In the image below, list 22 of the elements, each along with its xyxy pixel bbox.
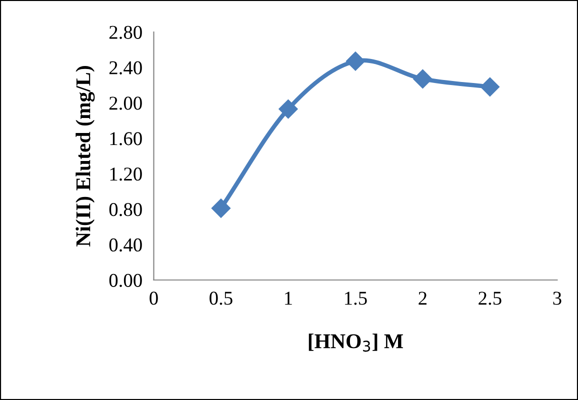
x-tick-label: 0.5 [210,292,232,305]
y-tick-label: 1.20 [110,168,142,181]
y-tick-label: 0.40 [109,238,142,252]
y-tick-label: 0.00 [109,274,142,288]
x-tick-label: 2 [418,292,426,305]
y-tick-label: 2.80 [109,26,142,40]
y-tick-label: 1.60 [110,132,142,146]
point [413,69,432,88]
x-axis-title: [HNO$_{3}$] M [308,334,403,352]
y-tick-label: 2.00 [109,96,142,110]
point [211,198,231,218]
x-tick-label: 3 [553,292,562,305]
x-tick-label: 0 [150,292,158,305]
y-tick-label: 0.80 [109,202,142,216]
x-tick-label: 1.5 [345,292,367,305]
point [278,100,298,119]
point [480,77,500,96]
y-axis-title: Ni(II) Eluted (mg/L) [76,66,95,246]
x-tick-label: 1 [285,292,292,305]
x-tick-label: 2.5 [478,292,502,305]
point [346,52,366,71]
y-tick-label: 2.40 [109,61,142,74]
